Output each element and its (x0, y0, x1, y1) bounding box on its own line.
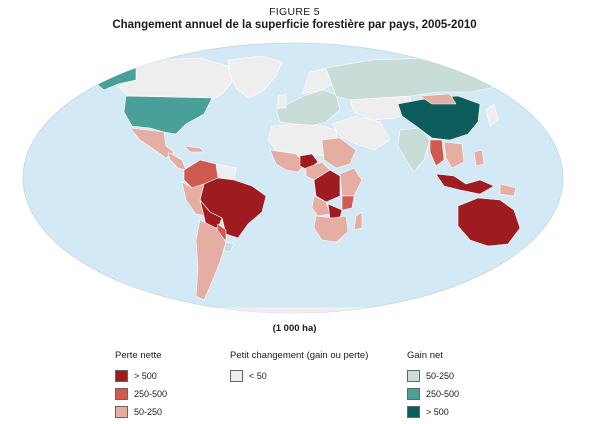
legend-loss-title: Perte nette (115, 350, 162, 361)
region-philippines (473, 149, 485, 167)
region-new-zealand (523, 245, 535, 263)
legend-swatch (230, 369, 243, 382)
region-europe (275, 89, 341, 127)
region-tanzania (341, 195, 355, 211)
legend-item: 50-250 (115, 404, 167, 419)
region-argentina (195, 219, 227, 301)
region-east-africa (339, 167, 363, 197)
legend-item: 250-500 (407, 386, 459, 401)
region-drc (313, 169, 341, 203)
legend-swatch (407, 369, 420, 382)
region-madagascar (353, 211, 363, 231)
region-uk (277, 93, 287, 109)
unit-label: (1 000 ha) (272, 323, 317, 334)
region-antarctica (119, 307, 471, 313)
region-australia (457, 197, 521, 247)
legend-item: < 50 (230, 368, 368, 383)
region-central-america (167, 151, 187, 171)
legend-label: 250-500 (134, 388, 168, 399)
legend-label: 250-500 (426, 388, 460, 399)
region-mongolia (419, 93, 457, 105)
legend-gain-title: Gain net (407, 350, 443, 361)
legend-gain: Gain net 50-250 250-500 > 500 (407, 350, 459, 422)
figure-label: FIGURE 5 (269, 6, 320, 18)
legend-label: > 500 (134, 370, 157, 381)
legend-small: Petit changement (gain ou perte) < 50 (230, 350, 368, 386)
legend-swatch (115, 369, 128, 382)
region-japan (485, 103, 499, 127)
region-west-africa (269, 149, 307, 173)
region-png (499, 183, 517, 197)
legend-item: > 500 (407, 404, 459, 419)
legend-label: > 500 (426, 406, 449, 417)
region-caribbean (183, 145, 205, 153)
legend-swatch (115, 405, 128, 418)
region-uruguay (223, 241, 235, 253)
region-indonesia (435, 173, 495, 195)
legend-item: 250-500 (115, 386, 167, 401)
legend-small-title: Petit changement (gain ou perte) (230, 350, 369, 361)
legend-item: > 500 (115, 368, 167, 383)
legend-swatch (407, 387, 420, 400)
legend-item: 50-250 (407, 368, 459, 383)
legend-label: 50-250 (134, 406, 163, 417)
legend-label: 50-250 (426, 370, 455, 381)
region-middle-east (331, 115, 391, 151)
world-map (0, 40, 589, 315)
region-indochina (443, 141, 465, 169)
region-myanmar (429, 139, 445, 167)
legend-loss: Perte nette > 500 250-500 50-250 (115, 350, 167, 422)
region-angola (311, 195, 331, 217)
legend-swatch (407, 405, 420, 418)
legend-label: < 50 (249, 370, 267, 381)
region-southern-africa (313, 215, 349, 243)
legend-swatch (115, 387, 128, 400)
region-usa (123, 95, 213, 135)
region-greenland (227, 55, 283, 99)
figure-title: Changement annuel de la superficie fores… (112, 19, 477, 31)
region-sudan (321, 137, 357, 169)
